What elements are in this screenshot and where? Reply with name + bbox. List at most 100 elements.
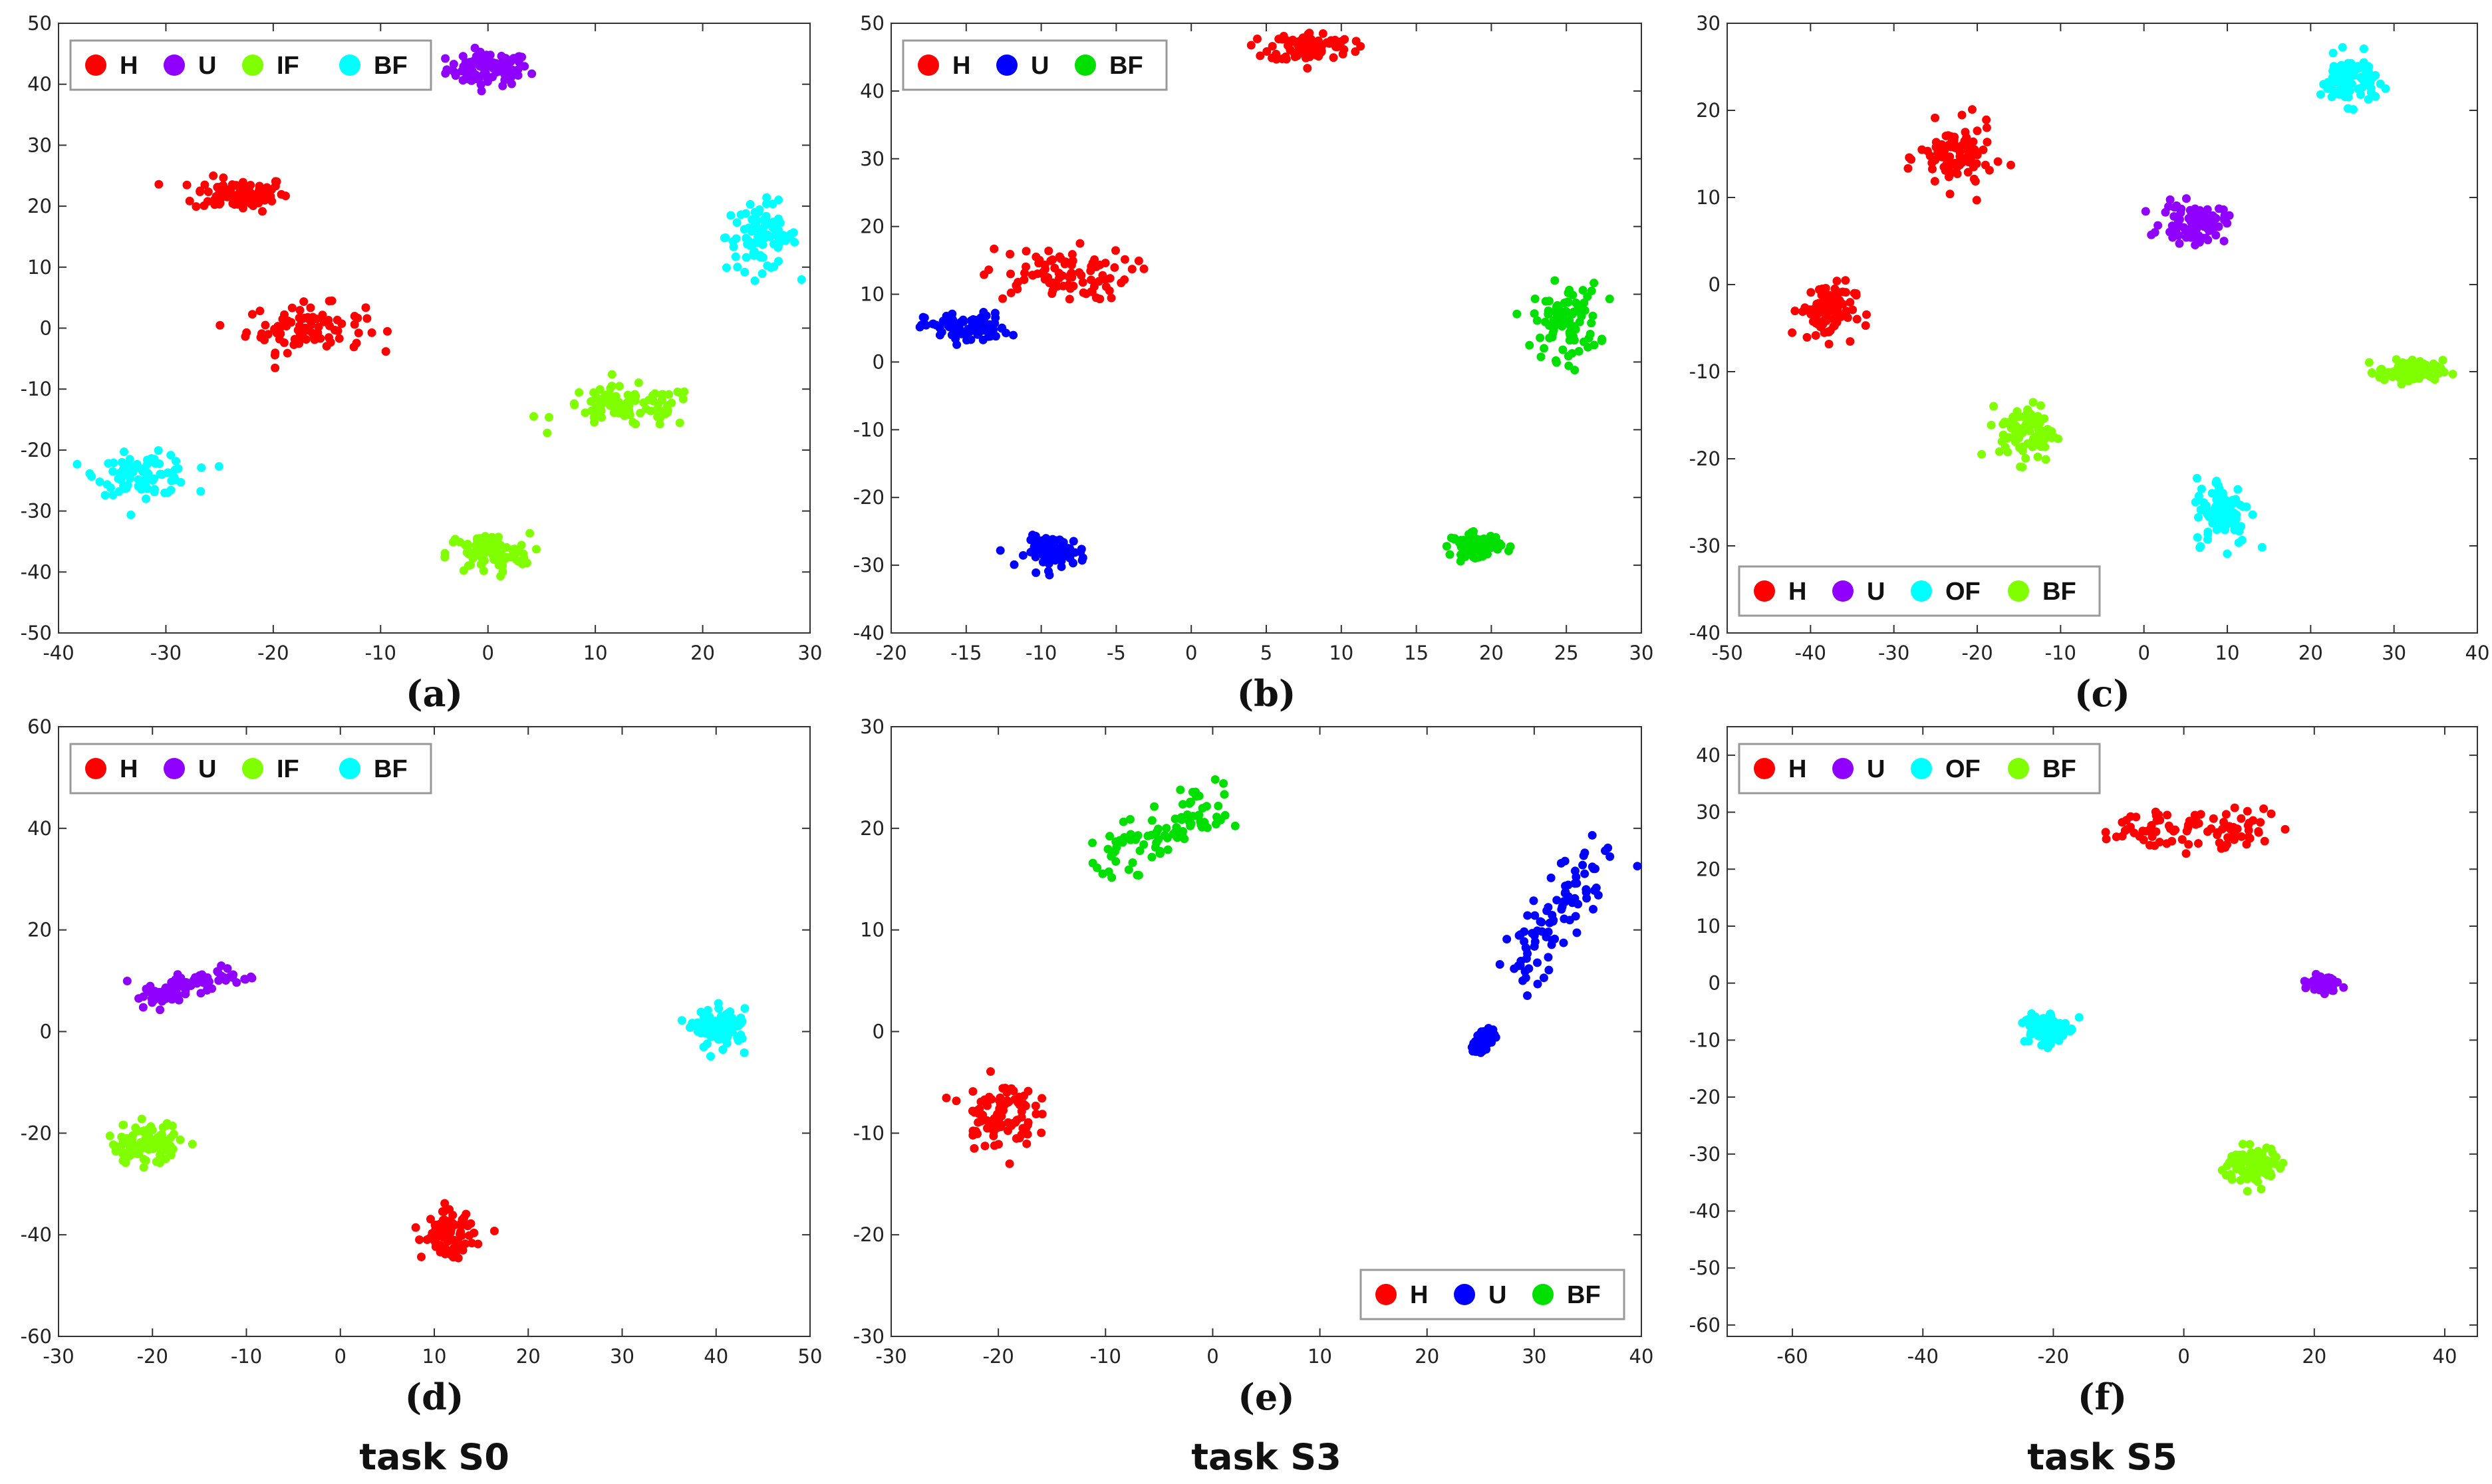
point [733, 1033, 742, 1043]
point [986, 1067, 995, 1076]
point [1938, 142, 1947, 152]
point [2221, 509, 2230, 519]
point [331, 326, 340, 335]
point [1032, 568, 1041, 577]
y-tick-label: 60 [27, 715, 52, 738]
point [1564, 289, 1573, 298]
point [144, 1145, 153, 1154]
point [2034, 1031, 2043, 1041]
point [301, 335, 311, 344]
point [428, 1229, 437, 1238]
y-tick-label: -30 [853, 554, 885, 576]
point [2239, 502, 2248, 511]
point [1038, 1110, 1047, 1119]
point [1117, 279, 1126, 288]
point [451, 71, 460, 80]
point [2359, 44, 2368, 53]
point [663, 406, 672, 415]
point [1533, 979, 1542, 989]
point [980, 1142, 990, 1151]
point [575, 388, 584, 397]
point [1495, 959, 1504, 969]
point [295, 313, 304, 322]
point [952, 1096, 961, 1106]
point [1522, 991, 1532, 1001]
point [607, 370, 617, 379]
x-tick-label: 5 [1260, 642, 1272, 664]
point [1107, 873, 1117, 882]
point [132, 1147, 141, 1156]
point [2007, 424, 2016, 433]
point [1037, 1128, 1046, 1138]
point [2336, 82, 2346, 91]
scatter-points [1788, 43, 2457, 558]
point [2404, 368, 2413, 377]
x-tick-label: 15 [1404, 642, 1429, 664]
point [1297, 37, 1306, 46]
point [2448, 370, 2457, 379]
point [1987, 420, 1996, 430]
point [500, 75, 509, 84]
point [1945, 189, 1955, 199]
point [728, 1013, 737, 1023]
point [1931, 138, 1941, 147]
point [166, 451, 176, 460]
cluster-H [942, 1067, 1047, 1168]
point [95, 477, 104, 487]
point [740, 1004, 750, 1013]
point [1472, 1044, 1481, 1053]
point [1004, 1118, 1013, 1127]
point [1043, 566, 1053, 576]
point [1852, 314, 1862, 324]
point [1110, 263, 1119, 272]
point [1006, 249, 1015, 259]
point [2067, 1024, 2076, 1033]
point [477, 86, 486, 96]
point [1570, 894, 1580, 903]
scatter-points [105, 961, 750, 1263]
point [1977, 449, 1987, 459]
point [326, 338, 335, 347]
point [1442, 542, 1451, 551]
x-tick-label: 10 [583, 642, 608, 664]
legend-label-U: U [198, 755, 216, 783]
point [156, 1150, 165, 1160]
point [773, 243, 783, 252]
point [464, 561, 473, 570]
cluster-U [915, 307, 1018, 349]
point [2041, 455, 2050, 464]
point [1469, 543, 1478, 553]
point [1212, 812, 1221, 822]
point [1905, 153, 1914, 162]
point [2212, 476, 2221, 485]
point [416, 1252, 426, 1261]
point [720, 1026, 730, 1035]
cluster-U [996, 531, 1087, 580]
point [527, 69, 537, 78]
legend-label-H: H [120, 755, 138, 783]
point [223, 187, 232, 197]
point [2397, 380, 2406, 389]
point [2245, 1140, 2255, 1149]
point [1544, 928, 1553, 937]
point [740, 267, 750, 277]
point [2102, 834, 2111, 844]
point [2238, 1140, 2247, 1149]
point [124, 461, 134, 470]
point [217, 974, 226, 983]
x-tick-label: 10 [1308, 1345, 1332, 1368]
point [2323, 84, 2332, 93]
point [1603, 843, 1613, 852]
point [295, 321, 305, 330]
point [736, 210, 746, 219]
point [2176, 208, 2185, 217]
point [156, 1005, 165, 1015]
point [2193, 513, 2203, 522]
y-tick-label: 20 [1696, 858, 1721, 880]
point [2171, 226, 2181, 235]
point [1566, 321, 1575, 330]
panel-f: -60 -40 -20 0 20 40 -60 -50 -40 -30 -20 -10 0 10 20 30 4… [1689, 726, 2478, 1478]
point [299, 297, 309, 307]
x-tick-label: -30 [43, 1345, 74, 1368]
legend-label-OF: OF [1945, 755, 1981, 783]
